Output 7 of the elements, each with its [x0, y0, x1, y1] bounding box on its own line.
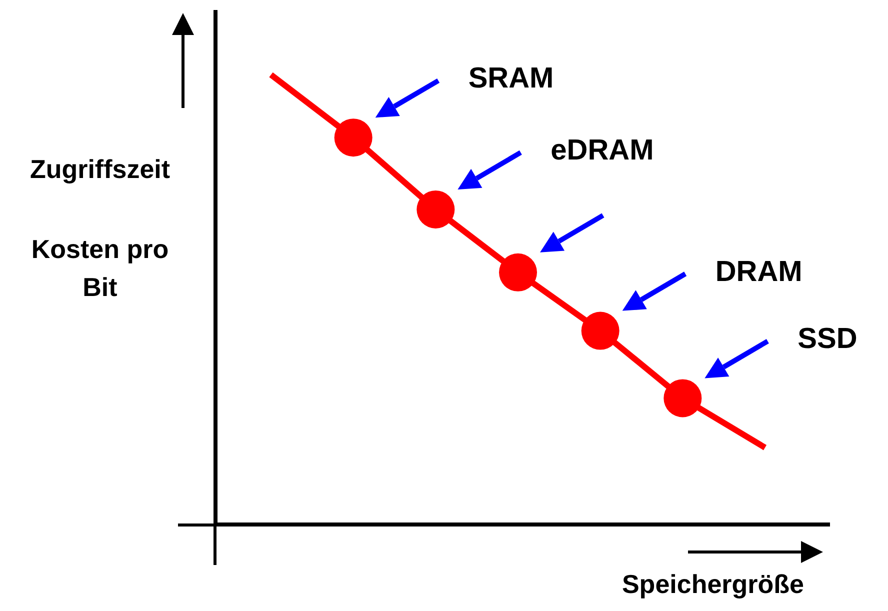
- annotation: eDRAM: [550, 134, 654, 166]
- annotation: DRAM: [715, 256, 802, 288]
- x-axis-title: Speichergröße: [622, 569, 804, 599]
- annotation: SSD: [798, 323, 858, 356]
- annotation: SRAM: [468, 62, 554, 95]
- text: Kosten pro Bit: [31, 234, 169, 302]
- text: Zugriffszeit: [30, 154, 170, 184]
